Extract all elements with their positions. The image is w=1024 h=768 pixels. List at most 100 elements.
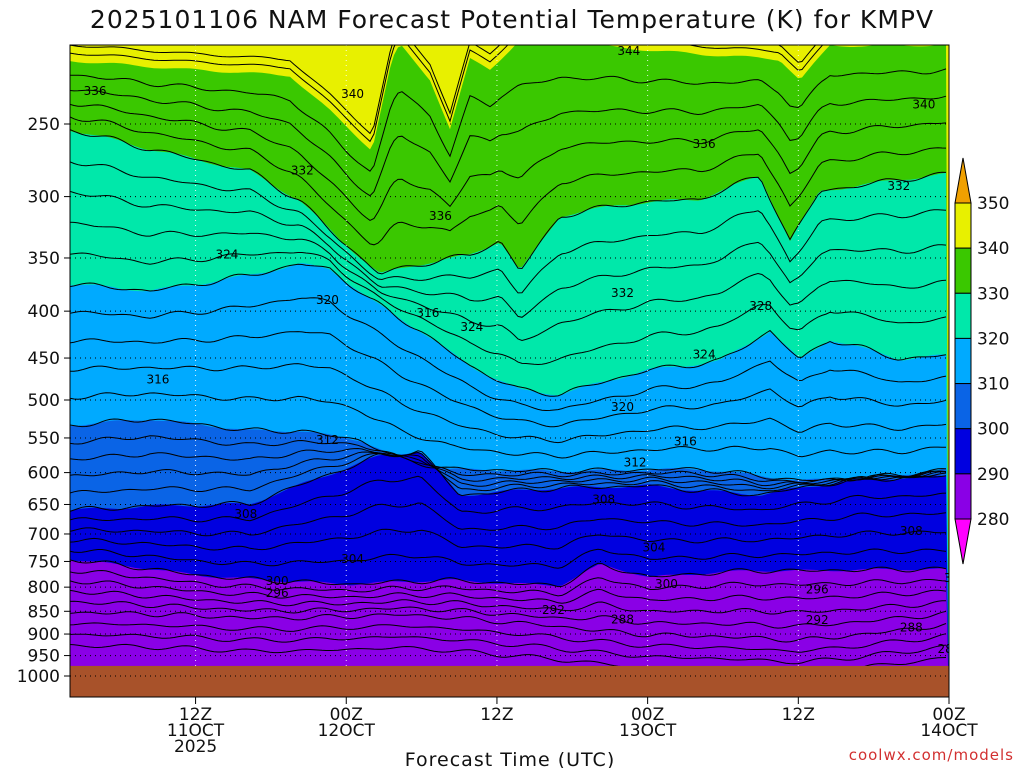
y-tick-label: 700 (28, 525, 60, 545)
colorbar-segment (954, 473, 972, 520)
contour-label: 328 (749, 299, 772, 313)
contour-line-11 (70, 451, 947, 494)
contour-label: 340 (341, 87, 364, 101)
y-tick-label: 400 (28, 302, 60, 322)
contour-label: 344 (617, 44, 640, 58)
contour-line-3 (70, 580, 947, 604)
y-tick-label: 600 (28, 464, 60, 484)
contour-line-14 (70, 435, 947, 484)
contour-line-18 (70, 331, 947, 428)
plot-area: 344 344 340 340 336 336 336 332 332 332 328 324 324 3… (70, 34, 967, 697)
y-tick-label: 650 (28, 495, 60, 515)
contour-label: 300 (655, 577, 678, 591)
contour-label: 332 (291, 164, 314, 178)
colorbar-label: 350 (977, 194, 1009, 214)
contour-line-22 (70, 221, 947, 342)
contour-line-26 (70, 116, 947, 246)
contour-label: 292 (542, 603, 565, 617)
contour-label: 320 (316, 293, 339, 307)
contour-line-4 (70, 569, 947, 597)
colorbar-label: 340 (977, 239, 1009, 259)
contour-label: 296 (266, 586, 289, 600)
colorbar-segment (954, 202, 972, 249)
y-tick-label: 300 (28, 188, 60, 208)
contour-line-5 (70, 559, 947, 588)
y-tick-label: 500 (28, 391, 60, 411)
contour-line-16 (70, 392, 946, 459)
contour-line-6 (70, 548, 947, 569)
contour-label: 288 (900, 620, 923, 634)
contour-line-8 (70, 502, 947, 537)
contour-label: 312 (624, 456, 647, 470)
contour-label: 296 (806, 583, 829, 597)
y-axis: 250 300 350 400 450 500 550 600 650 700 750 800 850 9… (17, 115, 70, 687)
ground-fill (70, 665, 949, 697)
contour-label: 332 (611, 286, 634, 300)
contour-label: 300 (944, 571, 967, 585)
contour-line-24 (70, 161, 947, 294)
contour-label: 324 (693, 347, 716, 361)
contour-line-17 (70, 363, 947, 444)
colorbar-label: 290 (977, 465, 1009, 485)
contour-line-25 (70, 129, 947, 275)
colorbar-label: 300 (977, 420, 1009, 440)
x-tick-label: 00Z (932, 705, 965, 725)
colorbar-lower-arrow (954, 518, 972, 565)
contour-label: 316 (146, 373, 169, 387)
colorbar-segment (954, 292, 972, 339)
y-tick-label: 850 (28, 602, 60, 622)
grid (70, 45, 949, 697)
y-tick-label: 800 (28, 578, 60, 598)
contour-line-33 (70, 633, 947, 665)
contour-line-29 (70, 68, 947, 172)
x-tick-label: 12OCT (318, 721, 376, 741)
contour-line-20 (70, 263, 947, 397)
contour-label: 324 (460, 320, 483, 334)
x-axis-title: Forecast Time (UTC) (405, 749, 615, 768)
contour-line-32 (70, 622, 947, 653)
colorbar-upper-arrow (954, 157, 972, 204)
contour-line-19 (70, 297, 947, 412)
contour-label: 288 (611, 613, 634, 627)
y-tick-label: 350 (28, 249, 60, 269)
x-tick-label: 13OCT (619, 721, 677, 741)
contour-label: 340 (912, 97, 935, 111)
contour-label: 336 (84, 84, 107, 98)
contour-label: 336 (693, 137, 716, 151)
y-tick-label: 250 (28, 115, 60, 135)
contour-line-30 (70, 45, 824, 143)
colorbar: 350 340 330 320 310 300 290 280 (954, 157, 1009, 565)
colorbar-segment (954, 428, 972, 475)
contour-label: 308 (592, 493, 615, 507)
plot-frame (69, 44, 950, 698)
contour-label: 308 (900, 524, 923, 538)
y-tick-label: 750 (28, 552, 60, 572)
y-tick-label: 450 (28, 349, 60, 369)
contour-label: 308 (234, 507, 257, 521)
x-tick-label: 00Z (631, 705, 664, 725)
contour-line-31 (70, 45, 817, 135)
contour-line-2 (70, 589, 946, 615)
contour-line-9 (70, 475, 947, 523)
contour-label: 324 (216, 248, 239, 262)
contour-line-1 (70, 600, 947, 629)
x-tick-label: 12Z (782, 705, 815, 725)
y-tick-label: 1000 (17, 667, 60, 687)
credit-text: coolwx.com/models (849, 746, 1014, 764)
contour-label: 320 (611, 400, 634, 414)
contour-labels: 344 344 340 340 336 336 336 332 332 332 328 324 324 3… (84, 34, 967, 656)
colorbar-label: 330 (977, 284, 1009, 304)
chart-title: 2025101106 NAM Forecast Potential Temper… (90, 5, 934, 34)
x-tick-label: 12Z (480, 705, 513, 725)
colorbar-label: 320 (977, 329, 1009, 349)
contour-line-0 (70, 611, 947, 643)
colorbar-label: 280 (977, 510, 1009, 530)
x-tick-label: 12Z (179, 705, 212, 725)
y-tick-label: 900 (28, 625, 60, 645)
contour-label: 304 (341, 552, 364, 566)
contour-line-27 (70, 103, 947, 221)
ground-surface (70, 665, 949, 697)
contour-label: 316 (674, 435, 697, 449)
contour-label: 344 (931, 34, 954, 48)
